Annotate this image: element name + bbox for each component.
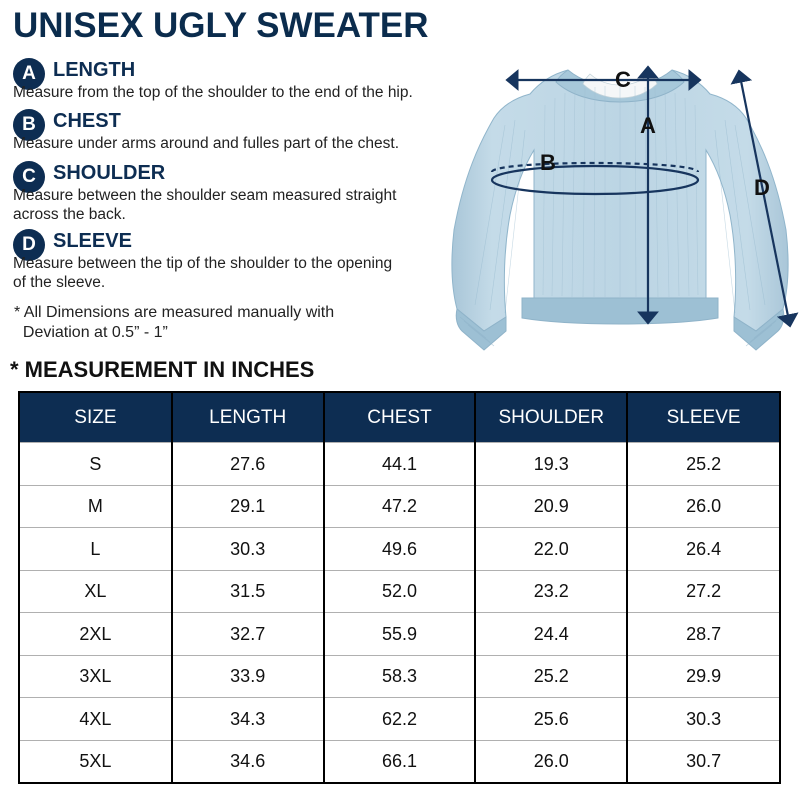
svg-text:A: A [640,113,656,138]
svg-text:D: D [754,175,770,200]
svg-text:C: C [615,67,631,92]
svg-text:B: B [540,150,556,175]
